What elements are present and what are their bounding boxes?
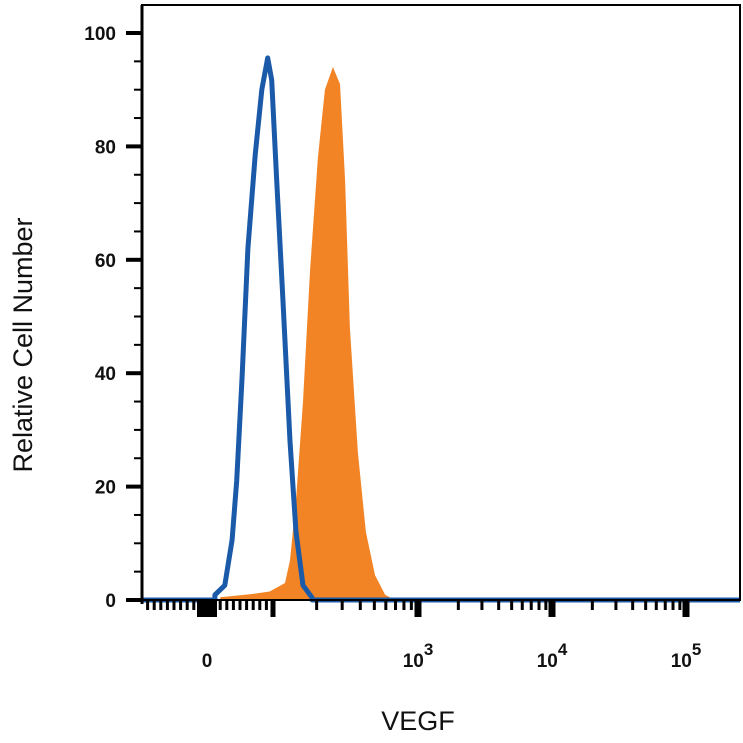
y-tick-label: 20: [95, 478, 116, 499]
x-tick-label: 104: [537, 640, 568, 672]
y-tick-label: 60: [95, 251, 116, 272]
y-axis-label: Relative Cell Number: [8, 217, 38, 472]
plot-frame: [141, 4, 741, 601]
x-tick-base: 10: [403, 651, 424, 672]
x-axis-label: VEGF: [381, 706, 455, 736]
x-tick-label: 103: [403, 640, 434, 672]
x-tick-label: 105: [671, 640, 702, 672]
series-outline-histogram: [142, 55, 740, 603]
y-tick-label: 0: [105, 591, 116, 612]
x-tick-exponent: 3: [424, 640, 433, 659]
x-tick-base: 10: [537, 651, 558, 672]
x-tick-base: 0: [202, 651, 213, 672]
y-tick-label: 40: [95, 364, 116, 385]
x-tick-exponent: 4: [558, 640, 568, 659]
y-tick-label: 80: [95, 137, 116, 158]
x-tick-exponent: 5: [692, 640, 701, 659]
y-tick-label: 100: [84, 24, 116, 45]
x-tick-label: 0: [202, 651, 213, 672]
x-major-tick: [197, 600, 217, 617]
x-tick-base: 10: [671, 651, 692, 672]
